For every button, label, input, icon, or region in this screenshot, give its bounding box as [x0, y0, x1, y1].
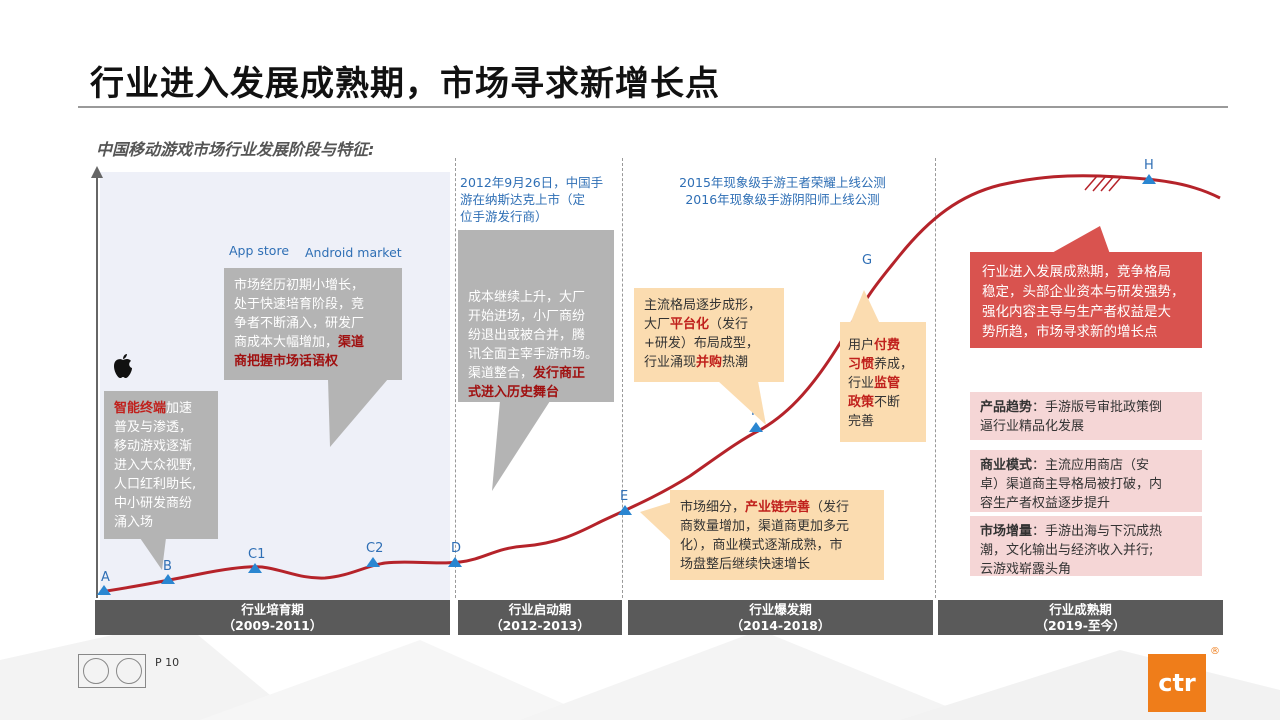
callout-tail — [328, 379, 388, 447]
stage-bar-maturity: 行业成熟期 （2019-至今） — [938, 600, 1223, 635]
stage-bar-explosion: 行业爆发期 （2014-2018） — [628, 600, 933, 635]
point-marker-b — [161, 574, 175, 584]
point-label-c2: C2 — [366, 541, 384, 556]
product-trend-card: 产品趋势：手游版号审批政策倒 逼行业精品化发展 — [970, 392, 1202, 440]
callout-tail — [140, 538, 166, 570]
app-store-label: App store — [229, 243, 290, 258]
callout-industry-chain: 市场细分，产业链完善（发行 商数量增加，渠道商更加多元 化），商业模式逐渐成熟，… — [670, 490, 884, 580]
point-label-c1: C1 — [248, 547, 266, 562]
callout-start-stage: 成本继续上升，大厂 开始进场，小厂商纷 纷退出或被合并，腾 讯全面主宰手游市场。… — [458, 230, 614, 402]
break-mark — [1092, 175, 1107, 192]
callout-platform: 主流格局逐步成形， 大厂平台化（发行 +研发）布局成型， 行业涌现并购热潮 — [634, 288, 784, 382]
callout-mature-stage: 行业进入发展成熟期，竞争格局 稳定，头部企业资本与研发强势， 强化内容主导与生产… — [970, 252, 1202, 348]
stage-divider — [622, 158, 623, 598]
growth-curve — [99, 174, 1221, 594]
break-mark — [1084, 174, 1099, 191]
callout-tail — [1050, 226, 1110, 254]
note-2015-2016: 2015年现象级手游王者荣耀上线公测 2016年现象级手游阴阳师上线公测 — [679, 175, 886, 207]
point-marker-a — [97, 585, 111, 595]
certification-badge-icon — [78, 654, 146, 688]
callout-market-growth: 市场经历初期小增长， 处于快速培育阶段，竞 争者不断涌入，研发厂 商成本大幅增加… — [224, 268, 402, 380]
break-mark — [1100, 175, 1115, 192]
callout-user-payment: 用户付费 习惯养成， 行业监管 政策不断 完善 — [840, 322, 926, 442]
point-marker-c1 — [248, 563, 262, 573]
registered-mark: ® — [1210, 646, 1220, 657]
callout-tail — [718, 381, 766, 425]
point-label-a: A — [101, 570, 110, 585]
point-marker-h — [1142, 174, 1156, 184]
market-increment-card: 市场增量：手游出海与下沉成热 潮，文化输出与经济收入并行; 云游戏崭露头角 — [970, 516, 1202, 577]
note-2012: 2012年9月26日，中国手 游在纳斯达克上市（定 位手游发行商） — [460, 175, 604, 224]
point-label-g: G — [862, 253, 873, 268]
ctr-logo: ctr — [1148, 654, 1206, 712]
callout-smart-terminal: 智能终端加速 普及与渗透， 移动游戏逐渐 进入大众视野, 人口红利助长, 中小研… — [104, 391, 218, 539]
chart-subtitle: 中国移动游戏市场行业发展阶段与特征: — [96, 140, 375, 159]
title-divider — [78, 106, 1228, 108]
page-number: P 10 — [155, 656, 180, 669]
y-axis — [96, 176, 98, 598]
stage-divider — [935, 158, 936, 598]
point-label-b: B — [163, 559, 172, 574]
apple-logo-icon — [114, 354, 132, 378]
callout-tail — [850, 290, 880, 324]
point-label-d: D — [451, 541, 462, 556]
page-title: 行业进入发展成熟期，市场寻求新增长点 — [90, 64, 720, 104]
axis-arrow-icon — [91, 166, 103, 178]
android-market-label: Android market — [305, 245, 402, 260]
stage-divider — [455, 158, 456, 598]
callout-tail — [492, 401, 550, 491]
point-marker-e — [618, 505, 632, 515]
point-label-h: H — [1144, 158, 1154, 173]
callout-tail — [640, 502, 672, 542]
point-marker-d — [448, 557, 462, 567]
point-marker-f — [749, 422, 763, 432]
point-label-e: E — [620, 489, 629, 504]
stage-bar-cultivation: 行业培育期 （2009-2011） — [95, 600, 450, 635]
break-mark — [1108, 175, 1123, 192]
business-model-card: 商业模式：主流应用商店（安 卓）渠道商主导格局被打破，内 容生产者权益逐步提升 — [970, 450, 1202, 512]
point-marker-c2 — [366, 557, 380, 567]
stage-bar-startup: 行业启动期 （2012-2013） — [458, 600, 622, 635]
